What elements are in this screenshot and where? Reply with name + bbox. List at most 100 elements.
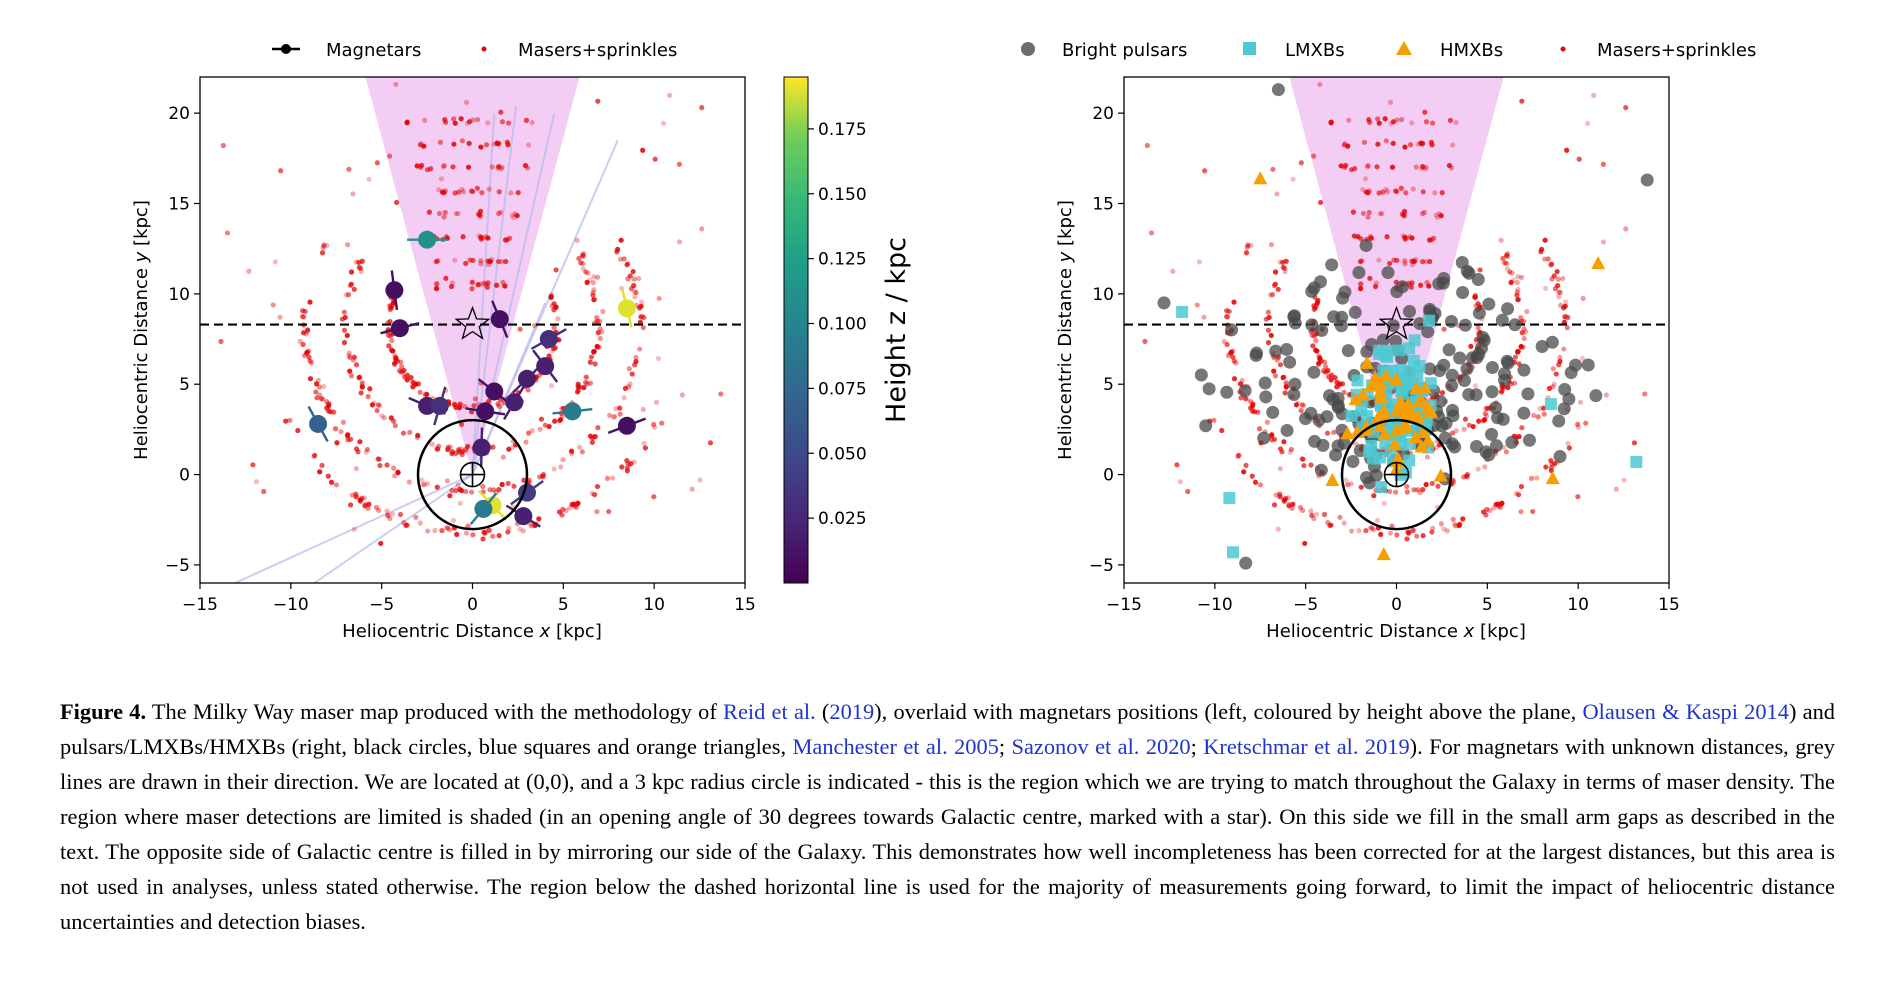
- maser-point: [436, 210, 443, 217]
- maser-point: [1394, 117, 1400, 123]
- x-tick-label: −15: [182, 595, 218, 615]
- maser-point: [1535, 413, 1542, 420]
- pulsar-point: [1315, 323, 1329, 337]
- maser-point: [388, 415, 394, 421]
- colorbar-tick-label: 0.150: [818, 185, 867, 205]
- maser-point: [1283, 383, 1289, 389]
- maser-point: [454, 531, 460, 537]
- maser-point: [1424, 454, 1430, 460]
- pulsar-point: [1259, 390, 1273, 404]
- maser-point: [389, 338, 395, 344]
- maser-point: [540, 471, 547, 478]
- maser-point: [1468, 343, 1474, 349]
- maser-point: [633, 354, 639, 361]
- maser-point: [1423, 481, 1429, 488]
- maser-point: [615, 246, 621, 252]
- maser-point: [437, 139, 444, 145]
- maser-point: [1243, 462, 1249, 468]
- pulsar-point: [1455, 255, 1469, 269]
- hmxb-point: [1376, 547, 1391, 561]
- maser-point: [590, 292, 596, 298]
- maser-point: [594, 274, 601, 280]
- maser-point: [1287, 449, 1293, 455]
- caption-ref-reid-year[interactable]: 2019: [829, 699, 875, 724]
- maser-point: [1365, 190, 1371, 196]
- caption-ref-reid[interactable]: Reid et al.: [723, 699, 816, 724]
- maser-point: [450, 517, 457, 524]
- maser-point: [314, 395, 320, 401]
- maser-point: [250, 462, 256, 468]
- maser-point: [316, 384, 323, 390]
- maser-point: [1185, 488, 1191, 495]
- maser-point: [325, 473, 331, 479]
- maser-point: [594, 343, 600, 350]
- pulsar-point: [1320, 410, 1334, 424]
- right-axes: −15 −10 −5 0 5 10 15 −5 0 5 10 15 20: [1089, 104, 1680, 615]
- maser-point: [1483, 512, 1489, 518]
- maser-point: [458, 116, 464, 122]
- maser-point: [496, 533, 502, 539]
- pulsar-point: [1485, 385, 1499, 399]
- maser-point: [1511, 380, 1518, 386]
- maser-point: [341, 327, 348, 333]
- maser-point: [484, 284, 490, 290]
- pulsar-point: [1250, 346, 1264, 360]
- maser-point: [1498, 237, 1504, 243]
- lmxb-point: [1544, 398, 1557, 411]
- maser-point: [457, 500, 463, 506]
- caption-ref-sazonov[interactable]: Sazonov et al. 2020: [1011, 734, 1191, 759]
- maser-point: [1407, 142, 1414, 148]
- maser-point: [1408, 284, 1414, 290]
- maser-point: [1431, 235, 1437, 241]
- maser-point: [1398, 185, 1404, 191]
- maser-point: [1518, 344, 1524, 350]
- caption-text: ;: [998, 734, 1012, 759]
- maser-point: [1282, 265, 1288, 272]
- caption-ref-kretschmar[interactable]: Kretschmar et al. 2019: [1203, 734, 1410, 759]
- maser-point: [1256, 426, 1263, 432]
- maser-point: [348, 269, 355, 275]
- maser-point: [511, 483, 517, 489]
- y-tick-label: 5: [1103, 375, 1114, 395]
- pulsar-point: [1348, 305, 1362, 319]
- pulsar-point: [1225, 323, 1239, 337]
- maser-point: [1383, 138, 1389, 144]
- lmxb-point: [1395, 364, 1408, 377]
- hmxb-point: [1371, 410, 1386, 424]
- maser-point: [1507, 269, 1513, 275]
- maser-point: [1196, 259, 1202, 265]
- maser-point: [1231, 376, 1238, 382]
- maser-point: [1514, 292, 1520, 298]
- maser-point: [626, 366, 632, 372]
- maser-point: [350, 191, 356, 197]
- pulsar-point: [1257, 431, 1271, 445]
- maser-point: [440, 164, 446, 170]
- maser-point: [444, 525, 450, 531]
- maser-point: [1576, 156, 1582, 162]
- maser-point: [1393, 489, 1399, 495]
- maser-point: [1554, 268, 1560, 275]
- maser-point: [470, 117, 476, 123]
- maser-point: [392, 423, 398, 429]
- maser-point: [466, 119, 473, 125]
- maser-point: [1418, 140, 1424, 146]
- maser-point: [632, 289, 638, 295]
- maser-point: [1515, 297, 1521, 303]
- right-x-axis-label: Heliocentric Distance x [kpc]: [1266, 621, 1526, 642]
- maser-point: [529, 428, 535, 434]
- colorbar-tick-label: 0.050: [818, 444, 867, 464]
- maser-point: [1415, 141, 1421, 147]
- maser-point: [375, 402, 381, 408]
- pulsar-point: [1314, 463, 1328, 477]
- caption-ref-manchester[interactable]: Manchester et al. 2005: [792, 734, 999, 759]
- lmxb-point: [1373, 348, 1386, 361]
- maser-point: [443, 275, 449, 281]
- maser-point: [384, 462, 390, 468]
- maser-point: [338, 429, 344, 435]
- caption-ref-olausen[interactable]: Olausen & Kaspi 2014: [1582, 699, 1789, 724]
- maser-point: [1487, 507, 1493, 514]
- maser-point: [1326, 374, 1332, 380]
- maser-point: [1409, 235, 1415, 241]
- maser-point: [597, 318, 603, 324]
- maser-point: [587, 359, 593, 365]
